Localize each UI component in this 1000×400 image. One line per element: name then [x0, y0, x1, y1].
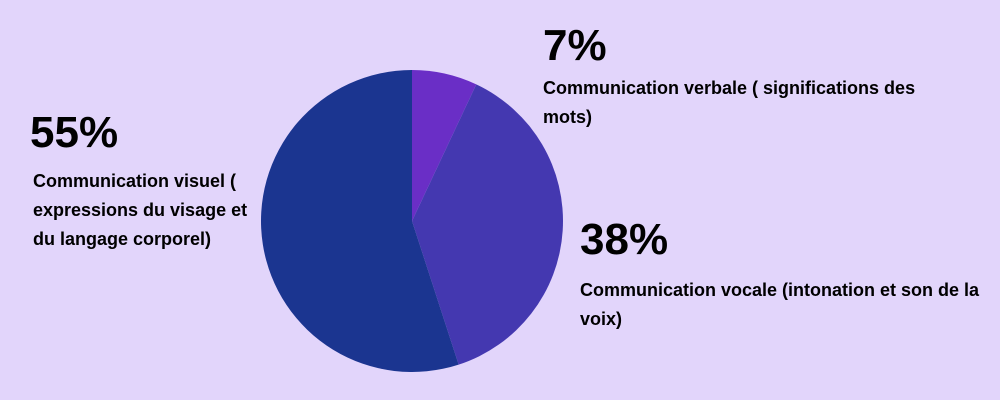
pie-slice-visual — [260, 70, 459, 372]
pie-slice-vocal — [412, 84, 563, 365]
slice-visual-label: Communication visuel ( expressions du vi… — [33, 171, 248, 249]
pie-slice-verbal — [412, 70, 477, 221]
slice-vocal-label: Communication vocale (intonation et son … — [580, 280, 980, 329]
slice-visual-percent: 55% — [30, 108, 119, 157]
slice-vocal-percent: 38% — [580, 215, 669, 264]
slice-verbal-label: Communication verbale ( significations d… — [543, 78, 916, 127]
slice-verbal-percent: 7% — [543, 21, 607, 70]
